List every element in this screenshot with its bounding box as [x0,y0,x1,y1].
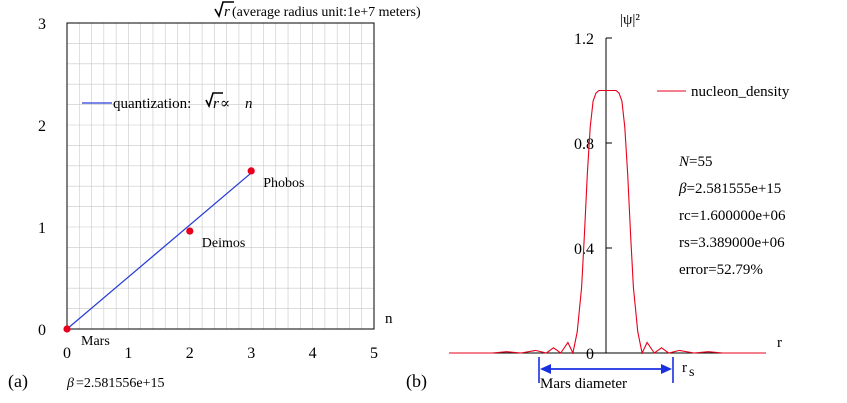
param-5: error=52.79% [679,262,763,278]
panel-a-tick-labels: 0 1 2 3 4 5 0 1 2 3 [38,16,378,362]
param-3: rc=1.600000e+06 [679,208,786,224]
panel-a-title: r (average radius unit:1e+7 meters) [214,1,421,20]
panel-a-legend: quantization: r ∝ n [82,92,253,112]
panel-b-ylabel: |ψ|² [620,12,640,28]
legend-sqrt-sign-icon [205,92,223,109]
point-mars [63,325,71,333]
panel-a-beta-symbol: β [66,376,74,391]
x-tick-label: 1 [124,345,132,362]
arrow-right-head-icon [661,364,672,374]
legend-text: quantization: [113,96,191,112]
y-tick-label: 1.2 [574,31,594,48]
panel-a-xlabel: n [385,311,393,327]
mars-diameter-annotation: Mars diameter r s [538,357,694,392]
mars-diameter-label: Mars diameter [540,376,627,392]
panel-a-points: Mars Deimos Phobos [63,167,304,349]
param-4: rs=3.389000e+06 [679,235,785,251]
point-label-phobos: Phobos [263,176,304,191]
panel-b: 00.40.81.2 |ψ|² r nucleon_density N=55β=… [406,12,790,392]
panel-b-label: (b) [406,371,427,392]
rs-label: r [682,360,687,376]
legend-rel-n: n [245,96,253,112]
point-deimos [186,227,194,235]
legend-rel-r: r [213,96,219,112]
x-tick-label: 5 [370,345,378,362]
x-tick-label: 0 [63,345,71,362]
title-text: (average radius unit:1e+7 meters) [232,5,421,20]
x-tick-label: 2 [186,345,194,362]
quantization-line [66,172,252,330]
nucleon-density-line [449,89,766,355]
point-label-deimos: Deimos [202,236,246,251]
param-2: β=2.581555e+15 [678,181,781,197]
panel-a: Mars Deimos Phobos 0 1 2 3 4 5 0 1 2 3 r (average r… [8,1,421,392]
y-tick-label: 1 [38,220,46,237]
panel-a-label: (a) [8,371,28,392]
y-tick-label: 0 [38,322,46,339]
point-phobos [247,167,255,175]
legend-rel-prop: ∝ [220,96,230,112]
title-symbol: r [224,4,230,20]
panel-a-frame [66,22,375,330]
panel-b-xlabel: r [777,335,782,351]
panel-a-grid [67,23,374,329]
param-1: N=55 [678,154,712,170]
x-tick-label: 3 [247,345,255,362]
sqrt-sign-icon [214,1,234,19]
panel-b-parameters: N=55 β=2.581555e+15 rc=1.600000e+06 rs=3.38… [678,154,786,278]
panel-a-beta-value: =2.581556e+15 [76,376,165,391]
rs-subscript: s [689,365,694,380]
x-tick-label: 4 [309,345,317,362]
y-tick-label: 2 [38,118,46,135]
y-tick-label: 0.8 [574,136,594,153]
panel-b-legend: nucleon_density [657,84,790,100]
y-tick-label: 3 [38,16,46,33]
arrow-left-head-icon [540,364,551,374]
legend-nucleon-density: nucleon_density [691,84,790,100]
point-label-mars: Mars [81,334,110,349]
y-tick-label: 0 [586,346,594,363]
